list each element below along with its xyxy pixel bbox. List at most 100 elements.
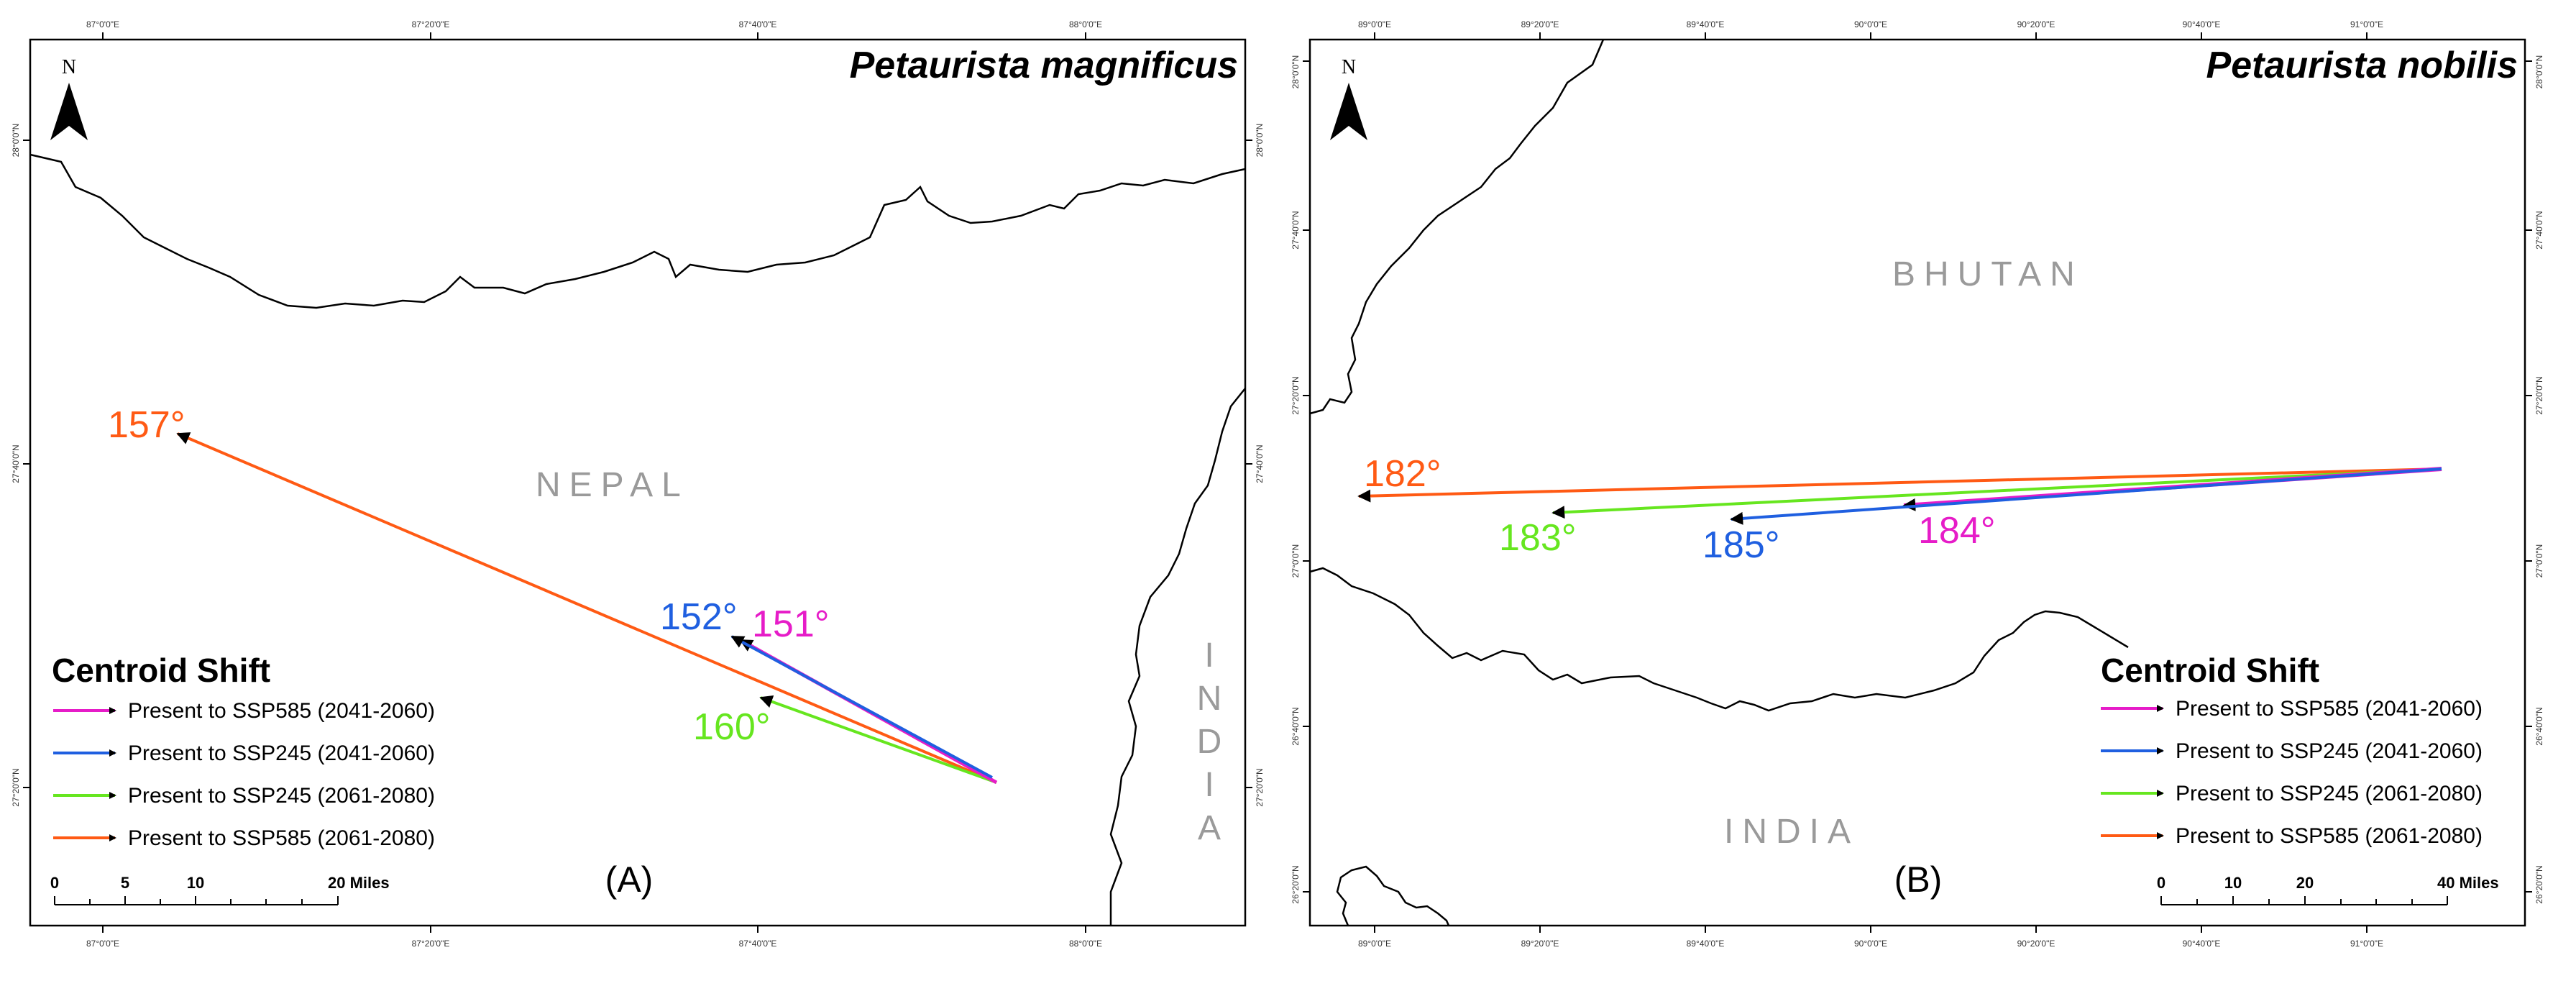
- tick-label: 89°40'0"E: [1687, 19, 1725, 29]
- tick-label: 90°20'0"E: [2017, 939, 2055, 949]
- tick-label: 27°20'0"N: [1291, 376, 1301, 414]
- panel-a-frame: [29, 38, 1247, 927]
- tick-label: 87°0'0"E: [86, 19, 119, 29]
- scale-label: 5: [121, 874, 129, 892]
- bhutan-india-border: [1309, 567, 2129, 712]
- country-label-india-letter: N: [1197, 680, 1222, 718]
- tick-label: 28°0'0"N: [11, 124, 21, 158]
- tick-label: 89°40'0"E: [1687, 939, 1725, 949]
- tick-label: 27°0'0"N: [1291, 544, 1301, 578]
- legend-label: Present to SSP245 (2041-2060): [2176, 739, 2483, 763]
- country-label-india: INDIA: [1724, 813, 1859, 851]
- angle-label-ssp245-2061: 183°: [1499, 517, 1577, 559]
- scale-label: 0: [2157, 874, 2165, 892]
- tick-label: 89°20'0"E: [1521, 939, 1559, 949]
- nepal-india-border: [1109, 388, 1246, 926]
- shift-arrow-ssp585-2061: [176, 432, 997, 784]
- scale-label: 0: [50, 874, 59, 892]
- scale-label: 10: [187, 874, 204, 892]
- scale-label: 20: [2296, 874, 2314, 892]
- scale-label: 40 Miles: [2437, 874, 2499, 892]
- north-arrow-icon: N: [1330, 56, 1367, 140]
- tick-label: 90°0'0"E: [1854, 939, 1887, 949]
- panel-b-bottom-ticks: 89°0'0"E 89°20'0"E 89°40'0"E 90°0'0"E 90…: [1358, 926, 2383, 949]
- legend-label: Present to SSP245 (2041-2060): [128, 741, 435, 765]
- country-label-india-letter: D: [1197, 723, 1222, 761]
- angle-label-ssp585-2061: 182°: [1364, 453, 1441, 495]
- tick-label: 26°40'0"N: [2534, 707, 2544, 745]
- angle-label-ssp245-2041: 152°: [660, 596, 738, 638]
- tick-label: 87°20'0"E: [412, 939, 450, 949]
- tick-label: 89°20'0"E: [1521, 19, 1559, 29]
- angle-label-ssp245-2061: 160°: [693, 706, 771, 748]
- tick-label: 26°40'0"N: [1291, 707, 1301, 745]
- panel-a: 87°0'0"E 87°20'0"E 87°40'0"E 88°0'0"E 87…: [11, 19, 1265, 949]
- tick-label: 87°40'0"E: [739, 19, 777, 29]
- svg-text:N: N: [1342, 56, 1356, 78]
- tick-label: 87°40'0"E: [739, 939, 777, 949]
- shift-arrow-ssp585-2061: [1357, 467, 2442, 503]
- tick-label: 28°0'0"N: [1291, 55, 1301, 89]
- legend-label: Present to SSP245 (2061-2080): [128, 784, 435, 808]
- angle-label-ssp585-2041: 151°: [752, 603, 830, 645]
- tick-label: 28°0'0"N: [1255, 124, 1265, 158]
- legend-title: Centroid Shift: [52, 652, 270, 689]
- legend-label: Present to SSP585 (2041-2060): [128, 699, 435, 723]
- country-label-nepal: NEPAL: [536, 466, 689, 504]
- nepal-china-border: [29, 153, 1246, 309]
- panel-a-title: Petaurista magnificus: [850, 45, 1238, 86]
- panel-a-label: (A): [605, 859, 654, 900]
- shift-arrow-ssp245-2041: [1730, 467, 2442, 525]
- tick-label: 90°40'0"E: [2183, 939, 2221, 949]
- panel-a-bottom-ticks: 87°0'0"E 87°20'0"E 87°40'0"E 88°0'0"E: [86, 926, 1102, 949]
- north-arrow-icon: N: [50, 56, 88, 140]
- tick-label: 27°20'0"N: [1255, 768, 1265, 806]
- angle-label-ssp245-2041: 185°: [1702, 524, 1780, 566]
- tick-label: 87°20'0"E: [412, 19, 450, 29]
- panel-b-right-ticks: 28°0'0"N 27°40'0"N 27°20'0"N 27°0'0"N 26…: [2525, 55, 2544, 904]
- tick-label: 27°20'0"N: [2534, 376, 2544, 414]
- panel-b-top-ticks: 89°0'0"E 89°20'0"E 89°40'0"E 90°0'0"E 90…: [1358, 19, 2383, 40]
- shift-arrow-ssp245-2041: [730, 635, 993, 779]
- tick-label: 89°0'0"E: [1358, 19, 1391, 29]
- panel-b-shift-arrows: 182° 183° 185° 184°: [1357, 453, 2442, 566]
- panel-a-shift-arrows: 157° 152° 151° 160°: [108, 404, 998, 785]
- country-label-india-letter: I: [1204, 636, 1214, 675]
- tick-label: 90°0'0"E: [1854, 19, 1887, 29]
- panel-b: 89°0'0"E 89°20'0"E 89°40'0"E 90°0'0"E 90…: [1291, 19, 2544, 949]
- country-label-india-letter: I: [1204, 766, 1214, 804]
- angle-label-ssp585-2041: 184°: [1918, 510, 1996, 552]
- tick-label: 89°0'0"E: [1358, 939, 1391, 949]
- legend-label: Present to SSP585 (2061-2080): [128, 826, 435, 850]
- tick-label: 27°40'0"N: [11, 444, 21, 483]
- panel-b-title: Petaurista nobilis: [2206, 45, 2518, 86]
- panel-b-scale-bar: 0 10 20 40 Miles: [2157, 874, 2499, 905]
- panel-a-right-ticks: 28°0'0"N 27°40'0"N 27°20'0"N: [1245, 124, 1265, 807]
- shift-arrow-ssp245-2061: [759, 695, 997, 784]
- legend-title: Centroid Shift: [2101, 652, 2319, 689]
- tick-label: 27°40'0"N: [2534, 211, 2544, 249]
- legend-label: Present to SSP585 (2041-2060): [2176, 697, 2483, 721]
- bhutan-border: [1309, 39, 1605, 415]
- panel-a-scale-bar: 0 5 10 20 Miles: [50, 874, 390, 905]
- tick-label: 88°0'0"E: [1069, 939, 1102, 949]
- tick-label: 27°20'0"N: [11, 768, 21, 806]
- tick-label: 26°20'0"N: [2534, 865, 2544, 903]
- panel-b-left-ticks: 28°0'0"N 27°40'0"N 27°20'0"N 27°0'0"N 26…: [1291, 55, 1310, 904]
- country-label-india-letter: A: [1198, 809, 1221, 847]
- tick-label: 91°0'0"E: [2350, 939, 2383, 949]
- tick-label: 87°0'0"E: [86, 939, 119, 949]
- tick-label: 26°20'0"N: [1291, 865, 1301, 903]
- tick-label: 91°0'0"E: [2350, 19, 2383, 29]
- tick-label: 27°40'0"N: [1255, 444, 1265, 483]
- scale-label: 20 Miles: [328, 874, 390, 892]
- angle-label-ssp585-2061: 157°: [108, 404, 185, 446]
- shift-arrow-ssp245-2061: [1551, 467, 2442, 519]
- river-island-outline: [1336, 865, 1450, 926]
- legend-label: Present to SSP245 (2061-2080): [2176, 782, 2483, 805]
- tick-label: 27°0'0"N: [2534, 544, 2544, 578]
- panel-a-left-ticks: 28°0'0"N 27°40'0"N 27°20'0"N: [11, 124, 30, 807]
- panel-a-legend: Centroid Shift Present to SSP585 (2041-2…: [52, 652, 435, 850]
- tick-label: 88°0'0"E: [1069, 19, 1102, 29]
